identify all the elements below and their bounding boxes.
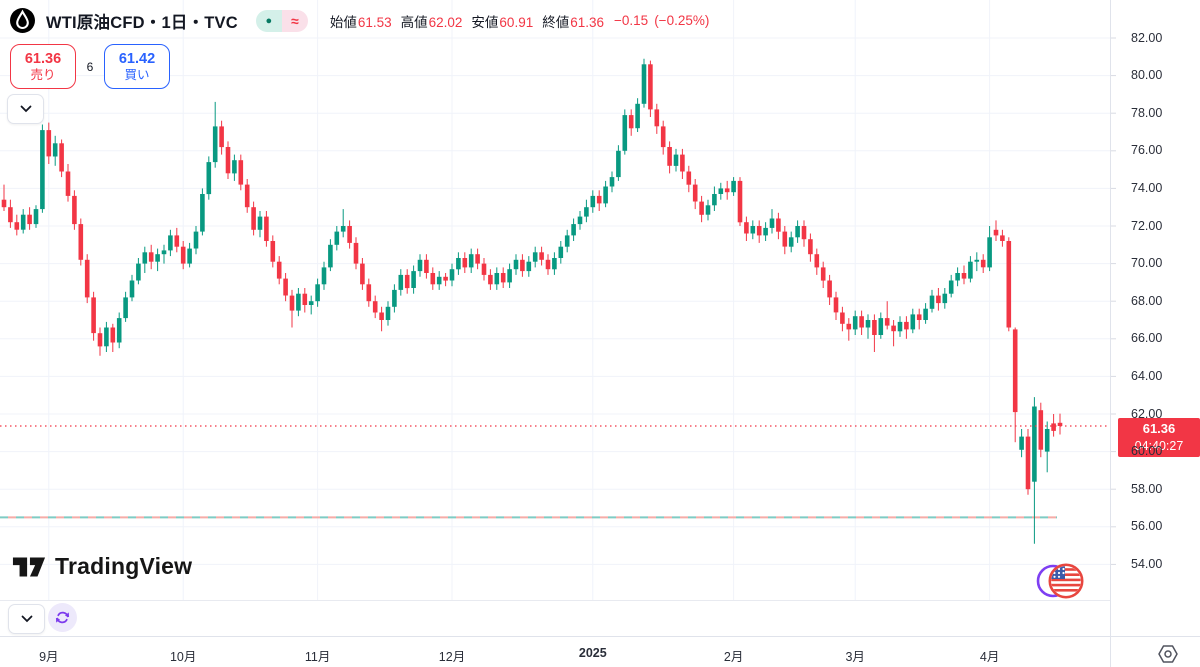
time-tick-label: 3月	[845, 650, 865, 664]
price-tick-label: 54.00	[1131, 556, 1163, 571]
price-tick-label: 60.00	[1131, 444, 1163, 459]
change-value: −0.15	[614, 13, 649, 28]
market-status-pill[interactable]: ● ≈	[255, 9, 308, 32]
price-axis[interactable]: 82.00 80.00 78.00 76.00 74.00 72.00 70.00 68.00…	[1111, 0, 1200, 636]
price-tick-label: 70.00	[1131, 256, 1163, 271]
price-tick-label: 66.00	[1131, 331, 1163, 346]
buy-button[interactable]: 61.42 買い	[104, 44, 170, 89]
price-tick-label: 78.00	[1131, 105, 1163, 120]
chart-header: WTI原油CFD・1日・TVC ● ≈ 始値61.53 高値62.02 安値60…	[10, 8, 709, 33]
time-tick-label: 10月	[169, 650, 197, 664]
chevron-down-icon	[20, 105, 31, 113]
time-axis[interactable]: 9月 10月 11月 12月 2025 2月 3月 4月	[0, 637, 1200, 667]
price-tick-label: 68.00	[1131, 293, 1163, 308]
collapse-panel-button[interactable]	[7, 94, 44, 124]
axis-settings-button[interactable]	[1154, 642, 1182, 666]
status-dot-icon: ●	[265, 14, 273, 27]
sell-label: 売り	[30, 67, 56, 82]
price-tick-label: 64.00	[1131, 368, 1163, 383]
price-tick-label: 76.00	[1131, 143, 1163, 158]
us-flag-icon	[1048, 563, 1084, 599]
close-label: 終値	[542, 14, 570, 30]
open-value: 61.53	[357, 14, 392, 30]
delayed-data-icon: ≈	[290, 12, 299, 29]
time-axis-separator	[0, 636, 1200, 637]
price-tick-label: 72.00	[1131, 218, 1163, 233]
symbol-title[interactable]: WTI原油CFD・1日・TVC	[46, 13, 238, 32]
trade-panel: 61.36 売り 6 61.42 買い	[10, 44, 170, 89]
buy-label: 買い	[124, 67, 150, 82]
settings-hexagon-icon	[1158, 645, 1178, 663]
instrument-flags	[1036, 560, 1088, 602]
buy-price: 61.42	[118, 50, 156, 67]
time-tick-label: 4月	[979, 650, 1000, 664]
price-tick-label: 82.00	[1131, 30, 1163, 45]
watermark-text: TradingView	[55, 553, 193, 579]
time-tick-label: 11月	[304, 650, 331, 664]
price-tick-label: 62.00	[1131, 406, 1163, 421]
time-tick-label: 2025	[578, 646, 607, 660]
price-tick-label: 58.00	[1131, 481, 1163, 496]
time-tick-label: 2月	[723, 650, 744, 664]
current-price-value: 61.36	[1142, 420, 1176, 436]
ohlc-row: 始値61.53 高値62.02 安値60.91 終値61.36 −0.15 (−…	[330, 11, 710, 31]
low-label: 安値	[471, 14, 499, 30]
current-price-label: 61.36 04:40:27	[1118, 418, 1200, 457]
low-value: 60.91	[499, 14, 534, 30]
change-percent: (−0.25%)	[654, 13, 710, 28]
close-value: 61.36	[570, 14, 605, 30]
high-value: 62.02	[428, 14, 463, 30]
tradingview-logo-icon	[12, 557, 46, 576]
refresh-icon	[55, 611, 70, 624]
spread-value: 6	[86, 59, 94, 74]
bar-countdown: 04:40:27	[1134, 438, 1184, 453]
price-tick-label: 74.00	[1131, 180, 1163, 195]
price-tick-label: 80.00	[1131, 68, 1163, 83]
high-label: 高値	[400, 14, 428, 30]
oil-drop-icon[interactable]	[10, 8, 35, 33]
time-tick-label: 12月	[438, 650, 466, 664]
price-tick-label: 56.00	[1131, 519, 1163, 534]
price-axis-separator	[1110, 0, 1111, 667]
refresh-button[interactable]	[48, 603, 77, 632]
sell-button[interactable]: 61.36 売り	[10, 44, 76, 89]
pane-bottom-separator	[0, 600, 1110, 601]
sell-price: 61.36	[24, 50, 62, 67]
chevron-down-icon	[21, 615, 32, 623]
time-tick-label: 9月	[39, 650, 59, 664]
open-label: 始値	[329, 14, 357, 30]
timeframe-dropdown-button[interactable]	[8, 604, 45, 634]
tradingview-watermark[interactable]: TradingView	[12, 553, 192, 580]
